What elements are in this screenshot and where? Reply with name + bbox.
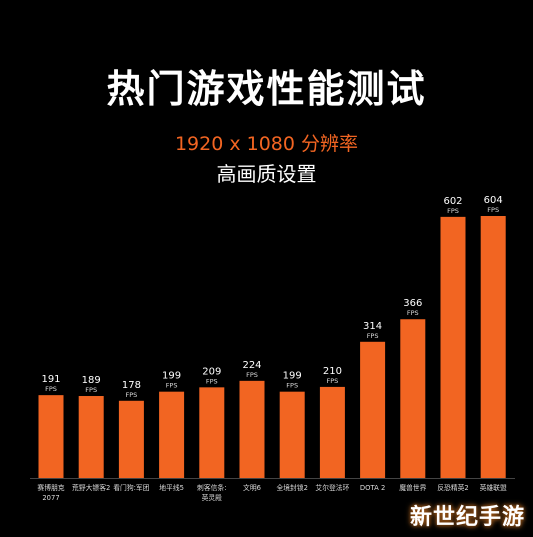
bar-unit-label: FPS [447, 207, 459, 215]
bar-value-label: 191 [41, 374, 60, 385]
bar [319, 386, 345, 478]
bar-unit-label: FPS [85, 386, 97, 394]
bar-value-label: 210 [323, 366, 342, 377]
bar-unit-label: FPS [367, 332, 379, 340]
bar-unit-label: FPS [206, 377, 218, 385]
bar-value-label: 209 [202, 366, 221, 377]
x-tick-label: 刺客信条: [197, 483, 226, 492]
quality-subtitle: 高画质设置 [216, 162, 317, 186]
page-title: 热门游戏性能测试 [106, 67, 427, 111]
bar-value-label: 604 [484, 195, 503, 206]
bar [360, 341, 386, 478]
bar-value-label: 366 [403, 298, 422, 309]
resolution-subtitle: 1920 x 1080 分辨率 [174, 133, 359, 155]
bar [400, 319, 426, 478]
x-tick-label: 荒野大镖客2 [72, 483, 110, 492]
bar [118, 400, 144, 478]
bar-value-label: 189 [82, 375, 101, 386]
bar [279, 391, 305, 478]
x-tick-label: 艾尔登法环 [315, 483, 349, 492]
bar-unit-label: FPS [166, 382, 178, 390]
bar [239, 380, 265, 478]
x-tick-label: 反恐精英2 [437, 483, 469, 492]
bar-unit-label: FPS [407, 309, 419, 317]
bar-unit-label: FPS [327, 377, 339, 385]
bar-value-label: 199 [283, 371, 302, 382]
bar-value-label: 178 [122, 380, 141, 391]
x-tick-label: 地平线5 [159, 483, 184, 492]
bar-unit-label: FPS [45, 385, 57, 393]
x-tick-label: 英雄联盟 [480, 483, 507, 492]
bar [440, 216, 466, 478]
watermark-logo: 新世纪手游 [409, 505, 525, 530]
x-tick-label: 魔兽世界 [399, 483, 426, 492]
x-tick-label: 赛博朋克 [37, 483, 64, 492]
x-tick-label: 英灵殿 [202, 493, 223, 502]
bar [199, 387, 225, 478]
bar-value-label: 224 [242, 360, 261, 371]
bar-unit-label: FPS [487, 206, 499, 214]
x-tick-label: 2077 [42, 494, 59, 502]
bar [78, 396, 104, 478]
bar [38, 395, 64, 478]
bar [480, 216, 506, 478]
x-tick-label: 文明6 [243, 483, 261, 492]
x-tick-label: 看门狗:军团 [113, 483, 149, 492]
x-tick-label: 全境封锁2 [276, 483, 308, 492]
bar-unit-label: FPS [246, 371, 258, 379]
bar-value-label: 199 [162, 371, 181, 382]
bar-unit-label: FPS [126, 391, 138, 399]
bar-value-label: 314 [363, 321, 382, 332]
x-tick-label: DOTA 2 [360, 484, 385, 492]
bar-unit-label: FPS [286, 382, 298, 390]
bar [159, 391, 185, 478]
bar-value-label: 602 [443, 196, 462, 207]
